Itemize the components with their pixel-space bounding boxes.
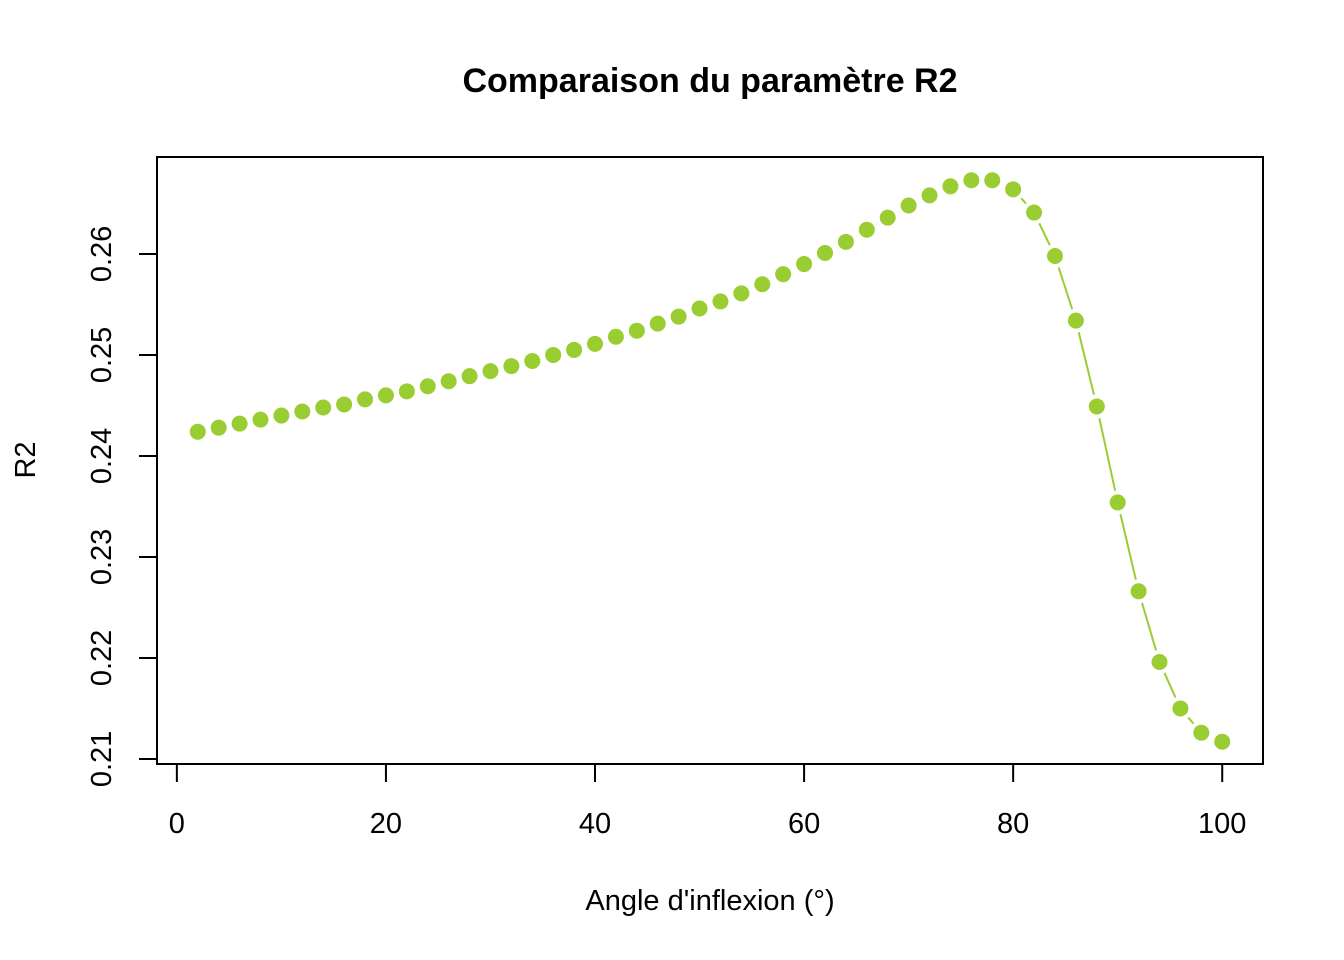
data-point	[461, 368, 478, 385]
series-line-segment	[1057, 267, 1074, 310]
data-point	[336, 396, 353, 413]
series-points	[189, 172, 1231, 750]
data-point	[691, 300, 708, 317]
data-point	[879, 209, 896, 226]
data-point	[1026, 204, 1043, 221]
y-tick-label: 0.24	[86, 428, 118, 484]
data-point	[1109, 494, 1126, 511]
data-point	[963, 172, 980, 189]
data-point	[545, 346, 562, 363]
y-tick-label: 0.21	[86, 731, 118, 787]
data-point	[607, 328, 624, 345]
data-point	[231, 415, 248, 432]
data-point	[1005, 181, 1022, 198]
chart-title: Comparaison du paramètre R2	[462, 62, 957, 100]
data-point	[398, 383, 415, 400]
data-point	[754, 276, 771, 293]
data-point	[733, 285, 750, 302]
data-point	[984, 172, 1001, 189]
x-tick-label: 100	[1198, 808, 1246, 840]
data-point	[440, 373, 457, 390]
data-point	[210, 419, 227, 436]
data-point	[837, 233, 854, 250]
data-point	[858, 221, 875, 238]
y-axis: 0.21 0.22 0.23 0.24 0.25 0.26	[86, 226, 157, 787]
data-point	[315, 399, 332, 416]
x-tick-label: 0	[169, 808, 185, 840]
data-point	[566, 341, 583, 358]
data-point	[921, 187, 938, 204]
data-point	[775, 266, 792, 283]
series-line-segment	[1038, 222, 1051, 246]
data-point	[419, 378, 436, 395]
data-point	[1214, 733, 1231, 750]
x-tick-label: 20	[370, 808, 402, 840]
data-point	[942, 178, 959, 195]
data-point	[1151, 653, 1168, 670]
data-point	[503, 358, 520, 375]
x-tick-label: 80	[997, 808, 1029, 840]
data-point	[1130, 583, 1147, 600]
series-line-segment	[1141, 602, 1158, 651]
series-line-segment	[1187, 716, 1195, 725]
data-point	[712, 293, 729, 310]
data-point	[900, 197, 917, 214]
data-point	[670, 308, 687, 325]
series-line-segment	[1119, 513, 1137, 580]
data-point	[1088, 398, 1105, 415]
plot-frame	[156, 156, 1264, 765]
data-point	[649, 315, 666, 332]
y-tick-label: 0.25	[86, 327, 118, 383]
data-point	[796, 256, 813, 273]
data-point	[1172, 700, 1189, 717]
series-line-segment	[1163, 672, 1177, 698]
data-point	[377, 387, 394, 404]
data-point	[524, 353, 541, 370]
data-point	[273, 407, 290, 424]
y-axis-label: R2	[10, 441, 42, 478]
x-tick-label: 60	[788, 808, 820, 840]
y-tick-label: 0.23	[86, 529, 118, 585]
data-point	[294, 403, 311, 420]
series-line-segment	[1020, 197, 1027, 205]
data-point	[628, 322, 645, 339]
data-point	[189, 423, 206, 440]
data-point	[357, 391, 374, 408]
data-point	[816, 244, 833, 261]
x-tick-label: 40	[579, 808, 611, 840]
data-point	[1067, 312, 1084, 329]
series-lines	[855, 197, 1195, 725]
data-point	[1046, 247, 1063, 264]
x-axis: 0 20 40 60 80 100	[169, 763, 1246, 840]
series-line-segment	[1077, 332, 1095, 396]
y-tick-label: 0.26	[86, 226, 118, 282]
series-line-segment	[1098, 417, 1117, 491]
data-point	[587, 335, 604, 352]
data-point	[252, 411, 269, 428]
y-tick-label: 0.22	[86, 630, 118, 686]
data-point	[482, 363, 499, 380]
data-point	[1193, 724, 1210, 741]
x-axis-label: Angle d'inflexion (°)	[585, 885, 834, 917]
